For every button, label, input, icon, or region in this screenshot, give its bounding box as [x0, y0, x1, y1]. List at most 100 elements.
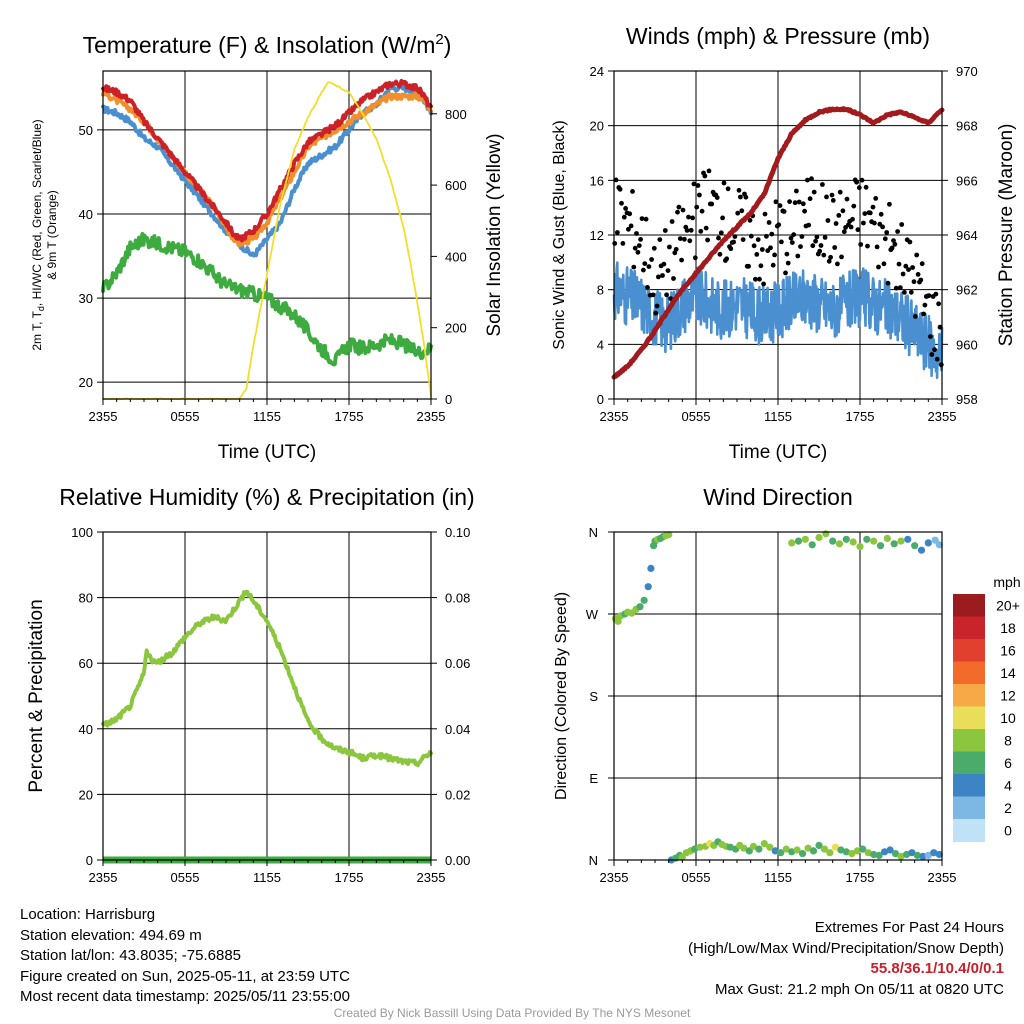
gust-point [788, 235, 794, 241]
gust-point [796, 199, 802, 205]
colorbar-label: 18 [1000, 620, 1016, 636]
wind-direction-point [935, 541, 943, 549]
gust-point [698, 228, 704, 234]
colorbar-label: 0 [1004, 822, 1012, 838]
wind-direction-point [822, 530, 830, 538]
gust-point [914, 252, 920, 258]
colorbar-label: 16 [1000, 642, 1016, 658]
station-location: Location: Harrisburg [20, 906, 156, 923]
winds-xlabel: Time (UTC) [729, 442, 828, 463]
wind-direction-point [931, 536, 939, 544]
y2-tick-label: 0 [445, 392, 452, 407]
gust-point [717, 251, 723, 257]
wind-direction-point [897, 852, 905, 861]
gust-point [632, 245, 638, 251]
x-tick-label: 1755 [335, 870, 364, 885]
gust-point [736, 187, 742, 193]
gust-point [873, 196, 879, 201]
gust-point [903, 263, 909, 269]
gust-point [686, 214, 691, 220]
max-gust: Max Gust: 21.2 mph On 05/11 at 0820 UTC [714, 980, 1004, 998]
colorbar-swatch [953, 661, 985, 685]
winds-ylabel-right: Station Pressure (Maroon) [996, 124, 1017, 347]
gust-point [910, 265, 915, 270]
extremes-title: Extremes For Past 24 Hours [814, 919, 1004, 936]
gust-point [933, 291, 939, 297]
gust-point [766, 220, 772, 225]
gust-point [667, 244, 672, 250]
gust-point [673, 246, 679, 252]
gust-point [885, 280, 891, 286]
gust-point [772, 252, 777, 258]
gust-point [636, 243, 642, 249]
humidity-ticks: 2355 0555 1155 1755 2355 0 20 40 60 80 100 0.00 0.02… [71, 525, 470, 885]
x-tick-label: 2355 [928, 870, 957, 885]
gust-point [661, 261, 667, 267]
wind-direction-point [794, 537, 803, 545]
gust-point [791, 232, 797, 238]
gust-point [919, 261, 925, 267]
x-tick-label: 1155 [253, 870, 281, 885]
colorbar-label: 10 [1000, 710, 1016, 726]
humidity-grid [103, 532, 431, 860]
wind-direction-point [897, 537, 905, 545]
gust-point [758, 263, 764, 269]
x-tick-label: 0555 [682, 870, 711, 885]
relative-humidity-line [101, 589, 433, 768]
gust-point [664, 292, 669, 298]
winds-title: Winds (mph) & Pressure (mb) [626, 23, 930, 49]
temperature-ticks: 2355 0555 1155 1755 2355 20 30 40 50 0 200 400 600 80… [79, 107, 467, 424]
gust-point [844, 196, 850, 202]
gust-point [900, 271, 906, 277]
y2-tick-label: 970 [956, 64, 978, 79]
colorbar-swatch [953, 616, 985, 640]
wind-direction-point [815, 533, 823, 542]
gust-point [792, 200, 798, 206]
wind-direction-point [793, 846, 801, 854]
gust-point [848, 224, 854, 230]
gust-point [825, 218, 831, 223]
gust-point [769, 231, 775, 237]
x-tick-label: 1755 [335, 409, 364, 424]
y-tick-label: 12 [590, 228, 604, 243]
gust-point [821, 252, 827, 258]
y2-tick-label: 0.10 [445, 525, 470, 540]
gust-point [676, 204, 682, 210]
gust-point [738, 194, 743, 200]
gust-point [665, 268, 671, 273]
extremes-values: 55.8/36.1/10.4/0/0.1 [870, 960, 1004, 977]
colorbar-label: 14 [1000, 665, 1016, 681]
gust-point [850, 216, 855, 222]
gust-point [754, 252, 760, 257]
gust-point [662, 228, 668, 233]
wind-direction-point [835, 540, 844, 548]
gust-point [929, 352, 935, 357]
gust-point [824, 194, 829, 200]
gust-point [620, 241, 626, 246]
station-elevation: Station elevation: 494.69 m [20, 926, 202, 944]
gust-point [623, 206, 628, 211]
gust-point [858, 242, 864, 247]
wind-direction-point [829, 537, 837, 545]
x-tick-label: 1755 [846, 409, 875, 424]
figure-created: Figure created on Sun, 2025-05-11, at 23… [20, 967, 350, 985]
y-tick-label: N [589, 525, 598, 540]
gust-point [932, 347, 937, 353]
wind-direction-point [911, 542, 919, 550]
gust-point [889, 245, 895, 251]
colorbar-swatch [953, 684, 985, 707]
gust-point [817, 248, 823, 254]
y2-tick-label: 800 [445, 107, 467, 122]
gust-point [615, 230, 620, 235]
colorbar-swatch [953, 594, 985, 617]
gust-point [724, 256, 730, 262]
gust-point [784, 251, 790, 257]
gust-point [677, 236, 683, 242]
gust-point [851, 203, 857, 209]
direction-series [611, 530, 943, 864]
gust-point [679, 257, 684, 263]
wind-direction-point [614, 617, 622, 625]
gust-point [688, 227, 694, 233]
colorbar-swatch [953, 639, 985, 662]
x-tick-label: 1155 [764, 409, 792, 424]
